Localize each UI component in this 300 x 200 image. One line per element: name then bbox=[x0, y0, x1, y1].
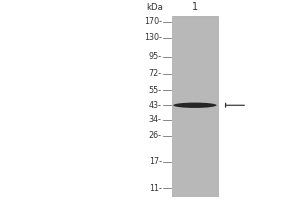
Text: 34-: 34- bbox=[149, 115, 162, 124]
Text: 130-: 130- bbox=[144, 33, 162, 42]
Bar bbox=[172, 16, 218, 197]
Text: 170-: 170- bbox=[144, 17, 162, 26]
Text: 26-: 26- bbox=[149, 131, 162, 140]
Text: 43-: 43- bbox=[149, 101, 162, 110]
Text: 17-: 17- bbox=[149, 157, 162, 166]
Ellipse shape bbox=[180, 106, 210, 108]
Text: kDa: kDa bbox=[146, 3, 163, 12]
Text: 55-: 55- bbox=[149, 86, 162, 95]
Text: 95-: 95- bbox=[149, 52, 162, 61]
Ellipse shape bbox=[173, 103, 217, 108]
Text: 72-: 72- bbox=[149, 69, 162, 78]
Text: 11-: 11- bbox=[149, 184, 162, 193]
Text: 1: 1 bbox=[192, 2, 198, 12]
